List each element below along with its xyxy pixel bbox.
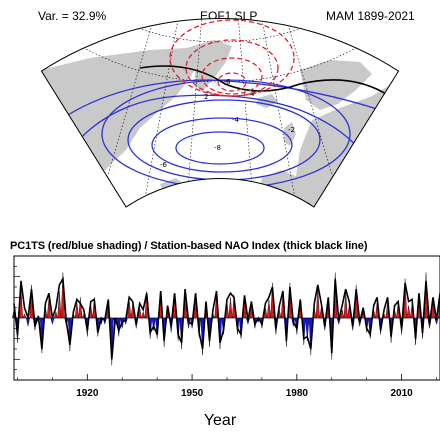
positive-contours: [169, 19, 295, 97]
pc1ts-area-1902: [22, 313, 27, 319]
contour-label: -2: [288, 126, 295, 134]
x-ticks: 1920 1950 1980 2010: [17, 374, 437, 399]
land-britain: [284, 122, 296, 146]
contour-label: -8: [214, 144, 221, 152]
pc1ts-area-2012: [406, 305, 411, 319]
x-tick-label: 2010: [390, 388, 413, 399]
contour-label: 6: [226, 78, 231, 86]
variance-label: Var. = 32.9%: [38, 9, 107, 23]
contour-label: 4: [250, 90, 255, 98]
x-tick-label: 1950: [181, 388, 204, 399]
pc1ts-area-1903: [25, 317, 30, 327]
contour-label: -4: [232, 116, 240, 124]
x-tick-label: 1920: [76, 388, 99, 399]
zero-contour: [139, 65, 399, 105]
pc1ts-area-1918: [78, 297, 83, 319]
land-greenland: [186, 40, 232, 92]
x-axis-label: Year: [203, 412, 237, 429]
pc1ts-area-1961: [228, 297, 233, 319]
pc1ts-area-1972: [266, 299, 271, 319]
timeseries-title: PC1TS (red/blue shading) / Station-based…: [10, 240, 368, 252]
map-sector-outline: [40, 18, 400, 208]
pc1ts-area-1936: [141, 311, 146, 319]
pc1ts-area-1910: [50, 317, 55, 325]
graticule: [41, 18, 399, 207]
x-tick-label: 1980: [286, 388, 309, 399]
timeseries-chart: 1920 1950 1980 2010: [12, 255, 440, 399]
y-ticks: [14, 255, 20, 381]
contour-labels: -8 -6 -4 -2 2 4 6: [160, 78, 295, 169]
pc1ts-shading: [12, 272, 440, 366]
contour-label: 2: [204, 93, 208, 101]
eof-map: -8 -6 -4 -2 2 4 6: [40, 18, 400, 208]
season-label: MAM 1899-2021: [326, 9, 415, 23]
contour-label: -6: [160, 161, 168, 169]
nao-index-line: [13, 276, 440, 360]
